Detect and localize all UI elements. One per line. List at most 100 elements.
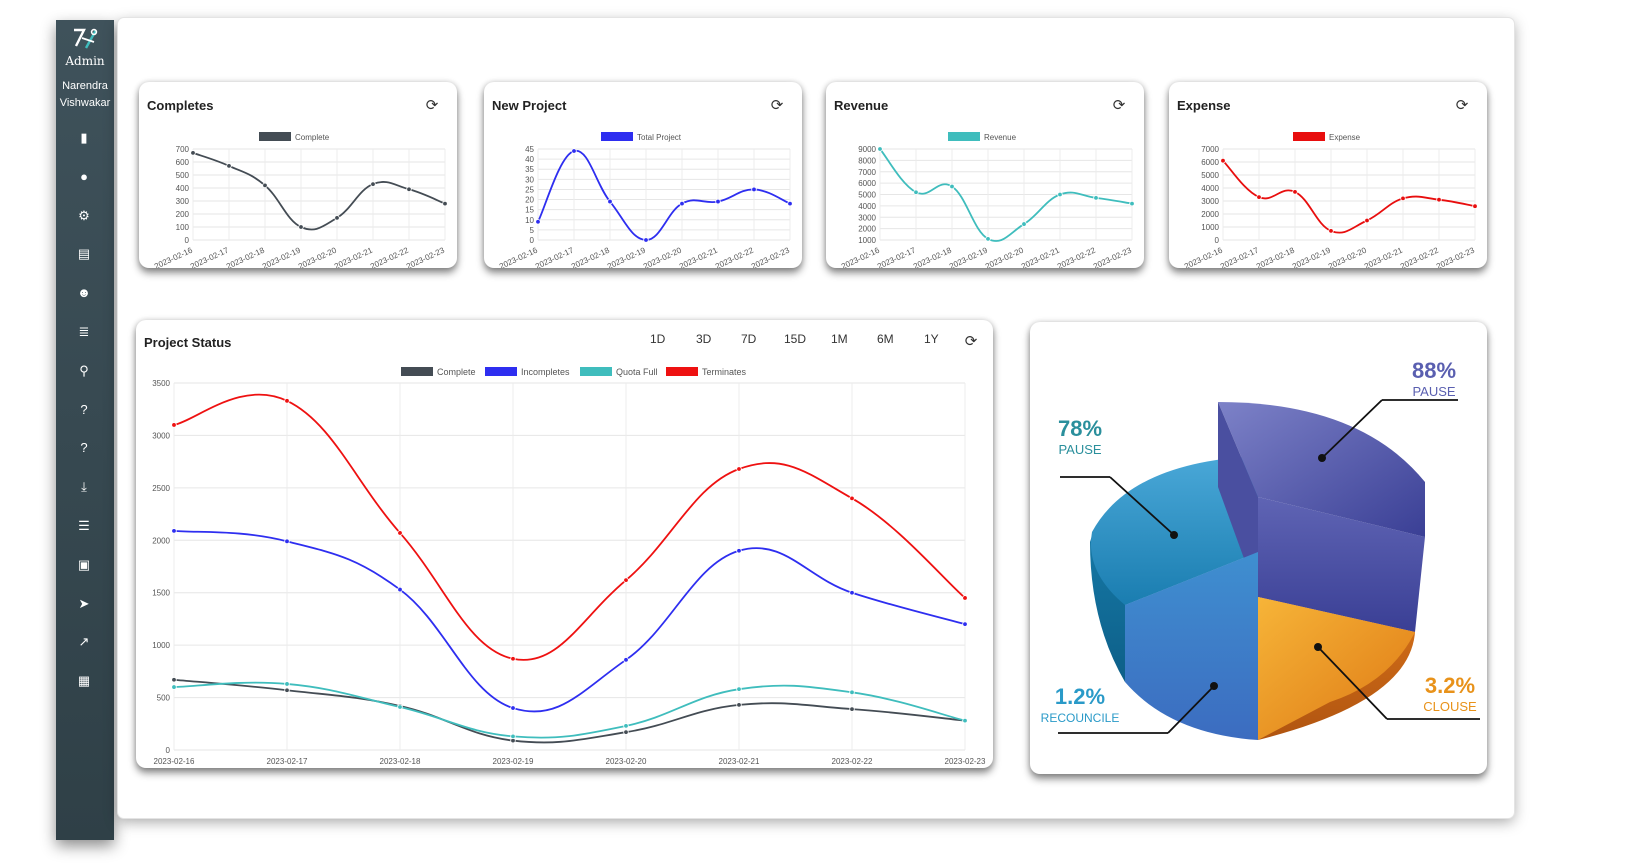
legend-swatch <box>259 132 291 141</box>
data-point <box>849 495 855 502</box>
y-tick-label: 5000 <box>1201 171 1219 180</box>
pie-label: RECOUNCILE <box>1041 711 1120 725</box>
legend-swatch <box>485 367 517 376</box>
database-icon[interactable]: ≣ <box>78 324 90 339</box>
project-status-card: Project Status 1D 3D 7D 15D 1M 6M 1Y ⟳ 0 500 100… <box>136 320 993 768</box>
data-point <box>949 183 955 190</box>
range-button-6m[interactable]: 6M <box>877 332 894 346</box>
pie-value: 1.2% <box>1055 684 1105 709</box>
help-icon[interactable]: ? <box>80 440 88 456</box>
bar-chart-icon[interactable]: ▮ <box>80 130 88 145</box>
y-tick-label: 8000 <box>858 156 876 165</box>
data-point <box>226 163 232 169</box>
data-point <box>171 677 177 683</box>
range-button-15d[interactable]: 15D <box>784 332 807 346</box>
legend-label: Quota Full <box>616 367 658 377</box>
y-tick-label: 5 <box>530 226 535 235</box>
y-tick-label: 0 <box>530 236 535 245</box>
range-button-1y[interactable]: 1Y <box>924 332 939 346</box>
data-point <box>962 621 968 627</box>
refresh-icon[interactable]: ⟳ <box>770 97 784 114</box>
card-title: Project Status <box>144 335 232 350</box>
refresh-icon[interactable]: ⟳ <box>964 333 978 350</box>
x-tick-label: 2023-02-23 <box>1092 245 1133 268</box>
revenue-chart: 1000 2000 3000 4000 5000 6000 7000 8000 9000 2023… <box>840 132 1135 268</box>
data-point <box>442 200 448 207</box>
y-tick-label: 1500 <box>152 589 170 598</box>
data-point <box>877 146 883 152</box>
refresh-icon[interactable]: ⟳ <box>1112 97 1126 114</box>
x-tick-label: 2023-02-23 <box>1435 245 1476 268</box>
range-button-1d[interactable]: 1D <box>650 332 666 346</box>
data-point <box>679 200 685 207</box>
y-tick-label: 2500 <box>152 484 170 493</box>
new-project-chart: 0510152025303540452023-02-162023-02-1720… <box>498 132 793 268</box>
expense-chart: 010002000300040005000600070002023-02-162… <box>1183 132 1478 268</box>
pie-card: 88% PAUSE 78% PAUSE 1.2% RECOUNCILE 3.2%… <box>1030 322 1487 774</box>
refresh-icon[interactable]: ⟳ <box>1455 97 1469 114</box>
data-point <box>334 215 340 221</box>
range-button-7d[interactable]: 7D <box>741 332 757 346</box>
user-settings-icon[interactable]: ⚙ <box>78 207 90 223</box>
report-chart-icon[interactable]: ▤ <box>77 246 91 262</box>
document-icon[interactable]: ▦ <box>77 673 91 689</box>
data-point <box>171 684 177 690</box>
y-tick-label: 40 <box>525 155 534 164</box>
pie-slice-1.2 <box>1125 552 1258 740</box>
x-tick-label: 2023-02-20 <box>606 757 647 766</box>
download-icon[interactable]: ⤓ <box>81 479 87 495</box>
y-tick-label: 100 <box>176 223 190 232</box>
y-tick-label: 400 <box>176 184 190 193</box>
data-point <box>623 729 629 735</box>
y-tick-label: 2000 <box>152 536 170 545</box>
refresh-icon[interactable]: ⟳ <box>425 97 439 114</box>
users-icon[interactable]: ☻ <box>77 285 91 301</box>
card-title: New Project <box>492 98 567 113</box>
data-point <box>736 548 742 554</box>
legend-swatch <box>401 367 433 376</box>
range-button-1m[interactable]: 1M <box>831 332 848 346</box>
data-point <box>171 528 177 534</box>
y-tick-label: 0 <box>185 236 190 245</box>
trending-up-icon[interactable]: ↗ <box>78 634 90 650</box>
y-tick-label: 25 <box>525 185 534 194</box>
list-icon[interactable]: ☰ <box>78 518 90 533</box>
pie-value: 3.2% <box>1425 673 1475 698</box>
data-point <box>190 150 196 156</box>
data-point <box>1093 195 1099 201</box>
x-tick-label: 2023-02-22 <box>832 757 873 766</box>
data-point <box>510 733 516 740</box>
series-line-expense <box>1222 160 1476 234</box>
data-point <box>510 705 516 711</box>
people-icon[interactable]: ⚲ <box>79 362 89 378</box>
y-tick-label: 1000 <box>1201 223 1219 232</box>
y-tick-label: 200 <box>176 210 190 219</box>
data-point <box>1328 228 1334 234</box>
data-point <box>715 198 721 205</box>
send-icon[interactable]: ➤ <box>78 595 90 611</box>
data-point <box>571 148 577 154</box>
completes-card: Completes ⟳ 0 100 200 300 400 500 600 700 2023-0… <box>139 82 457 268</box>
data-point <box>1400 195 1406 202</box>
question-icon[interactable]: ? <box>80 401 88 417</box>
y-tick-label: 500 <box>176 171 190 180</box>
pie-label: PAUSE <box>1058 442 1101 457</box>
x-tick-label: 2023-02-19 <box>1291 245 1332 268</box>
data-point <box>913 189 919 195</box>
x-tick-label: 2023-02-16 <box>498 245 539 268</box>
data-point <box>607 198 613 205</box>
compass-icon[interactable]: ● <box>80 168 88 184</box>
x-tick-label: 2023-02-23 <box>750 245 791 268</box>
legend-label: Revenue <box>984 133 1017 142</box>
user-first-name: Narendra <box>62 80 108 92</box>
data-point <box>397 530 403 536</box>
y-tick-label: 600 <box>176 158 190 167</box>
series-line-terminates <box>173 393 966 661</box>
library-icon[interactable]: ▣ <box>77 556 91 572</box>
range-button-3d[interactable]: 3D <box>696 332 712 346</box>
legend-label: Complete <box>437 367 476 377</box>
x-tick-label: 2023-02-21 <box>1020 245 1061 268</box>
x-tick-label: 2023-02-19 <box>493 757 534 766</box>
x-tick-label: 2023-02-22 <box>1056 245 1097 268</box>
pie-slice-78 <box>1090 456 1258 605</box>
